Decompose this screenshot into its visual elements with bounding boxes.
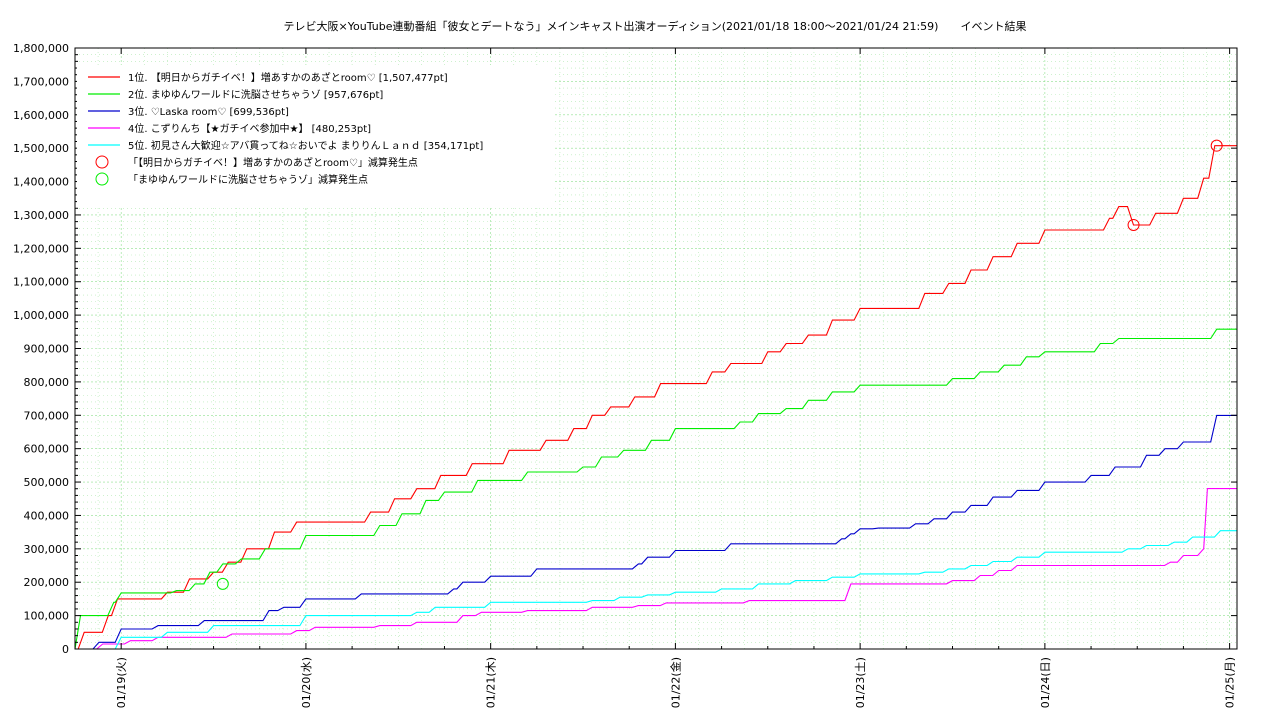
event-marker-1 <box>1127 218 1140 231</box>
legend-marker-1 <box>95 155 109 169</box>
chart-title: テレビ大阪×YouTube連動番組「彼女とデートなう」メインキャスト出演オーディ… <box>284 19 1027 33</box>
legend-label-5: 5位. 初見さん大歓迎☆アバ貫ってね☆おいでよ まりりんＬａｎｄ [354,17… <box>128 139 483 152</box>
legend-marker-label-2: 「まゆゆんワールドに洗脳させちゃうゾ」減算発生点 <box>128 173 368 186</box>
legend-label-2: 2位. まゆゆんワールドに洗脳させちゃうゾ [957,676pt] <box>128 88 383 101</box>
marker-layer <box>216 139 1223 590</box>
legend: 1位. 【明日からガチイベ！】増あすかのあざとroom♡ [1,507,477p… <box>77 65 555 207</box>
y-tick-label: 0 <box>62 643 69 656</box>
series-line-5 <box>75 530 1237 650</box>
y-tick-label: 1,100,000 <box>13 276 69 289</box>
series-line-1 <box>75 145 1237 650</box>
series-layer <box>74 145 1237 650</box>
y-tick-label: 100,000 <box>24 610 70 623</box>
legend-label-1: 1位. 【明日からガチイベ！】増あすかのあざとroom♡ [1,507,477p… <box>128 71 448 84</box>
x-tick-label: 01/24(日) <box>1039 657 1052 708</box>
y-tick-label: 500,000 <box>24 476 70 489</box>
y-tick-label: 1,700,000 <box>13 75 69 88</box>
y-tick-label: 1,500,000 <box>13 142 69 155</box>
y-tick-label: 800,000 <box>24 376 70 389</box>
x-tick-label: 01/23(土) <box>854 657 867 708</box>
y-tick-label: 600,000 <box>24 443 70 456</box>
series-line-2 <box>74 328 1237 650</box>
x-tick-label: 01/20(水) <box>300 657 313 708</box>
y-tick-label: 1,300,000 <box>13 209 69 222</box>
event-marker-2 <box>216 577 229 590</box>
legend-marker-2 <box>95 172 109 186</box>
x-tick-label: 01/22(金) <box>668 657 682 708</box>
y-tick-label: 1,600,000 <box>13 109 69 122</box>
series-line-3 <box>75 414 1237 650</box>
y-tick-label: 1,400,000 <box>13 176 69 189</box>
event-marker-1 <box>1210 139 1223 152</box>
y-tick-label: 1,200,000 <box>13 242 69 255</box>
y-tick-label: 700,000 <box>24 409 70 422</box>
legend-marker-label-1: 「【明日からガチイベ！】増あすかのあざとroom♡」減算発生点 <box>128 156 418 169</box>
y-tick-label: 400,000 <box>24 509 70 522</box>
y-tick-label: 900,000 <box>24 343 70 356</box>
y-tick-label: 1,800,000 <box>13 42 69 55</box>
y-tick-label: 300,000 <box>24 543 70 556</box>
x-tick-label: 01/25(月) <box>1224 657 1237 708</box>
series-line-4 <box>75 488 1237 650</box>
legend-label-4: 4位. こずりんち【★ガチイベ参加中★】 [480,253pt] <box>128 122 371 135</box>
x-tick-label: 01/19(火) <box>115 657 128 708</box>
legend-box <box>77 65 555 207</box>
grid-layer <box>75 47 1237 649</box>
x-tick-label: 01/21(木) <box>485 657 498 708</box>
y-tick-label: 200,000 <box>24 576 70 589</box>
legend-label-3: 3位. ♡Laska room♡ [699,536pt] <box>128 105 289 118</box>
y-tick-label: 1,000,000 <box>13 309 69 322</box>
